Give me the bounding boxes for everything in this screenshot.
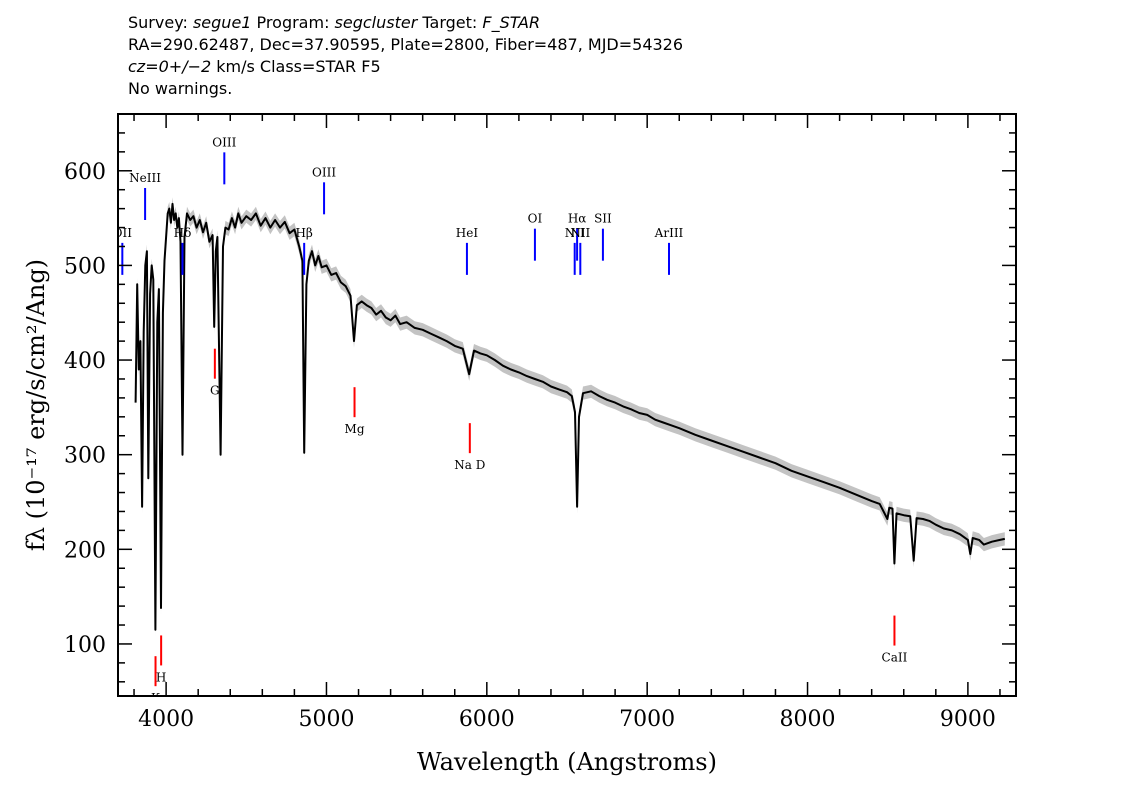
plot-frame bbox=[117, 113, 1017, 697]
x-tick-label: 7000 bbox=[619, 707, 675, 732]
emission-line-label: ArIII bbox=[654, 226, 684, 240]
emission-line-label: NII bbox=[570, 226, 590, 240]
absorption-line-label: Na D bbox=[454, 458, 485, 472]
y-tick-label: 100 bbox=[64, 633, 106, 658]
axes: 4000 5000 6000 7000 8000 9000 100 200 300 400 500 6… bbox=[64, 113, 1016, 732]
redshift-value: cz=0+/−2 bbox=[128, 57, 212, 76]
emission-line-label: SII bbox=[594, 212, 612, 226]
survey-value: segue1 bbox=[192, 13, 252, 32]
emission-line-label: OII bbox=[113, 226, 133, 240]
x-tick-label: 4000 bbox=[138, 707, 194, 732]
emission-line-label: Hα bbox=[568, 212, 587, 226]
spectrum-line-0 bbox=[134, 202, 1006, 631]
y-tick-label: 200 bbox=[64, 538, 106, 563]
class-value: km/s Class=STAR F5 bbox=[211, 57, 381, 76]
absorption-line-label: G bbox=[210, 384, 220, 398]
y-tick-label: 300 bbox=[64, 444, 106, 469]
error-band bbox=[135, 197, 1005, 637]
x-tick-label: 8000 bbox=[780, 707, 836, 732]
y-tick-label: 400 bbox=[64, 349, 106, 374]
x-axis-title: Wavelength (Angstroms) bbox=[417, 748, 717, 776]
emission-line-label: OIII bbox=[312, 165, 336, 179]
x-tick-label: 9000 bbox=[940, 707, 996, 732]
emission-line-label: HeI bbox=[456, 226, 479, 240]
survey-label: Survey: bbox=[128, 13, 193, 32]
target-value: F_STAR bbox=[482, 13, 541, 32]
spectrum-header: Survey: segue1 Program: segcluster Targe… bbox=[128, 12, 683, 100]
absorption-line-label: H bbox=[156, 670, 166, 684]
emission-line-label: Hβ bbox=[295, 226, 312, 240]
header-line-redshift: cz=0+/−2 km/s Class=STAR F5 bbox=[128, 56, 683, 78]
x-tick-label: 5000 bbox=[298, 707, 354, 732]
program-label: Program: bbox=[251, 13, 335, 32]
y-axis-title: fλ (10⁻¹⁷ erg/s/cm²/Ang) bbox=[22, 259, 50, 551]
emission-line-label: NeIII bbox=[129, 171, 161, 185]
emission-line-label: NII bbox=[565, 226, 585, 240]
absorption-line-label: K bbox=[151, 691, 161, 705]
y-tick-label: 600 bbox=[64, 160, 106, 185]
header-line-survey: Survey: segue1 Program: segcluster Targe… bbox=[128, 12, 683, 34]
target-label: Target: bbox=[417, 13, 483, 32]
header-line-coordinates: RA=290.62487, Dec=37.90595, Plate=2800, … bbox=[128, 35, 684, 54]
emission-line-label: OI bbox=[528, 212, 543, 226]
y-tick-label: 500 bbox=[64, 254, 106, 279]
header-line-warnings: No warnings. bbox=[128, 79, 233, 98]
absorption-line-label: Mg bbox=[345, 422, 365, 436]
program-value: segcluster bbox=[334, 13, 418, 32]
emission-line-label: Hδ bbox=[174, 226, 192, 240]
emission-line-label: OIII bbox=[212, 135, 236, 149]
absorption-line-label: CaII bbox=[882, 651, 908, 665]
x-tick-label: 6000 bbox=[459, 707, 515, 732]
